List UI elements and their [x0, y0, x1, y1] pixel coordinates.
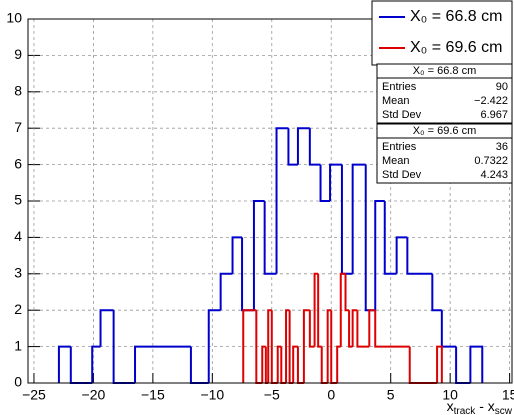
histogram-bin: [344, 273, 350, 312]
histogram-bin: [275, 127, 289, 274]
histogram-bin: [134, 345, 191, 383]
stats-value: 90: [496, 81, 508, 93]
histogram-bin: [263, 201, 277, 275]
histogram-bin: [285, 309, 290, 383]
stats-value: 6.967: [480, 109, 508, 121]
plot-border: [27, 18, 513, 384]
histogram-bin: [317, 273, 322, 348]
histogram-bin: [207, 309, 221, 383]
histogram-bin: [302, 309, 310, 383]
histogram-bin: [329, 163, 342, 201]
stats-key: Mean: [382, 155, 410, 167]
legend-label: X₀ = 66.8 cm: [410, 8, 502, 25]
histogram-bin: [287, 128, 298, 166]
stats-value: 0.7322: [474, 155, 508, 167]
histogram-bin: [395, 236, 408, 274]
x-label-part: scw: [495, 406, 513, 415]
stats-key: Entries: [382, 81, 417, 93]
x-tick-label: −15: [141, 387, 165, 403]
histogram-bin: [374, 200, 385, 311]
legend: X₀ = 66.8 cm X₀ = 69.6 cm: [371, 0, 513, 66]
histogram-bin: [348, 310, 353, 348]
stats-value: 36: [496, 141, 508, 153]
histogram-bin: [406, 237, 433, 275]
histogram-bin: [57, 345, 71, 383]
x-label-part: track: [454, 406, 477, 415]
y-tick-label: 10: [6, 10, 22, 26]
histogram-bin: [356, 310, 370, 348]
stats-value: −2.422: [474, 95, 508, 107]
y-tick-label: 1: [14, 337, 22, 353]
histogram-bin: [292, 345, 298, 383]
y-tick-label: 6: [14, 155, 22, 171]
stats-key: Entries: [382, 141, 417, 153]
histogram-bin: [276, 345, 282, 383]
x-tick-label: −25: [22, 387, 46, 403]
histogram-bin: [351, 309, 358, 347]
legend-label: X₀ = 69.6 cm: [410, 39, 502, 56]
histogram-bin: [326, 309, 332, 383]
y-tick-label: 8: [14, 83, 22, 99]
histogram-bin: [91, 345, 101, 383]
x-tick-label: −5: [264, 387, 280, 403]
histogram-bin: [339, 272, 346, 347]
stats-key: Mean: [382, 95, 410, 107]
histogram-bin: [374, 310, 410, 348]
stats-box: X₀ = 69.6 cm Entries 36 Mean 0.7322 Std Dev 4.…: [376, 123, 513, 184]
y-tick-label: 3: [14, 265, 22, 281]
x-label-part: - x: [475, 398, 494, 414]
histogram-bin: [351, 163, 366, 274]
legend-box: [371, 0, 513, 66]
histogram-bin: [267, 309, 272, 383]
histogram-bin: [313, 272, 319, 347]
stats-frame: [376, 63, 513, 124]
histogram-bin: [252, 200, 265, 311]
x-axis-label: xtrack - xscw: [447, 398, 513, 415]
stats-key: Std Dev: [382, 169, 422, 181]
y-tick-label: 9: [14, 46, 22, 62]
histogram-bin: [336, 345, 341, 383]
x-tick-label: −20: [82, 387, 106, 403]
x-tick-label: −10: [200, 387, 224, 403]
stats-box: X₀ = 66.8 cm Entries 90 Mean −2.422 Std Dev 6.…: [376, 63, 513, 124]
histogram-bin: [368, 309, 376, 347]
x-tick-label: 5: [387, 387, 395, 403]
x-tick-label: 10: [442, 387, 458, 403]
x-tick-label: 0: [327, 387, 335, 403]
histogram-bin: [319, 164, 331, 202]
y-tick-label: 2: [14, 301, 22, 317]
stats-value: 4.243: [480, 169, 508, 181]
histogram-bin: [308, 128, 321, 166]
histogram-bin: [99, 309, 114, 347]
stats-key: Std Dev: [382, 109, 422, 121]
histogram-bin: [242, 309, 257, 383]
histogram-bin: [296, 127, 310, 165]
y-tick-label: 0: [14, 374, 22, 390]
histogram-bin: [383, 201, 397, 275]
stats-title: X₀ = 69.6 cm: [413, 125, 477, 137]
y-tick-label: 7: [14, 119, 22, 135]
histogram-bin: [436, 345, 443, 383]
x-label-part: x: [447, 398, 454, 414]
histogram-bin: [469, 345, 484, 383]
stats-frame: [376, 123, 513, 184]
x-tick-label: 15: [502, 387, 514, 403]
stats-title: X₀ = 66.8 cm: [413, 65, 477, 77]
y-tick-label: 5: [14, 192, 22, 208]
y-tick-label: 4: [14, 228, 22, 244]
histogram-bin: [231, 236, 243, 274]
histogram-bin: [431, 273, 442, 312]
histogram-bin: [308, 310, 315, 348]
histogram-bin: [219, 272, 233, 311]
histogram-bin: [261, 345, 266, 383]
